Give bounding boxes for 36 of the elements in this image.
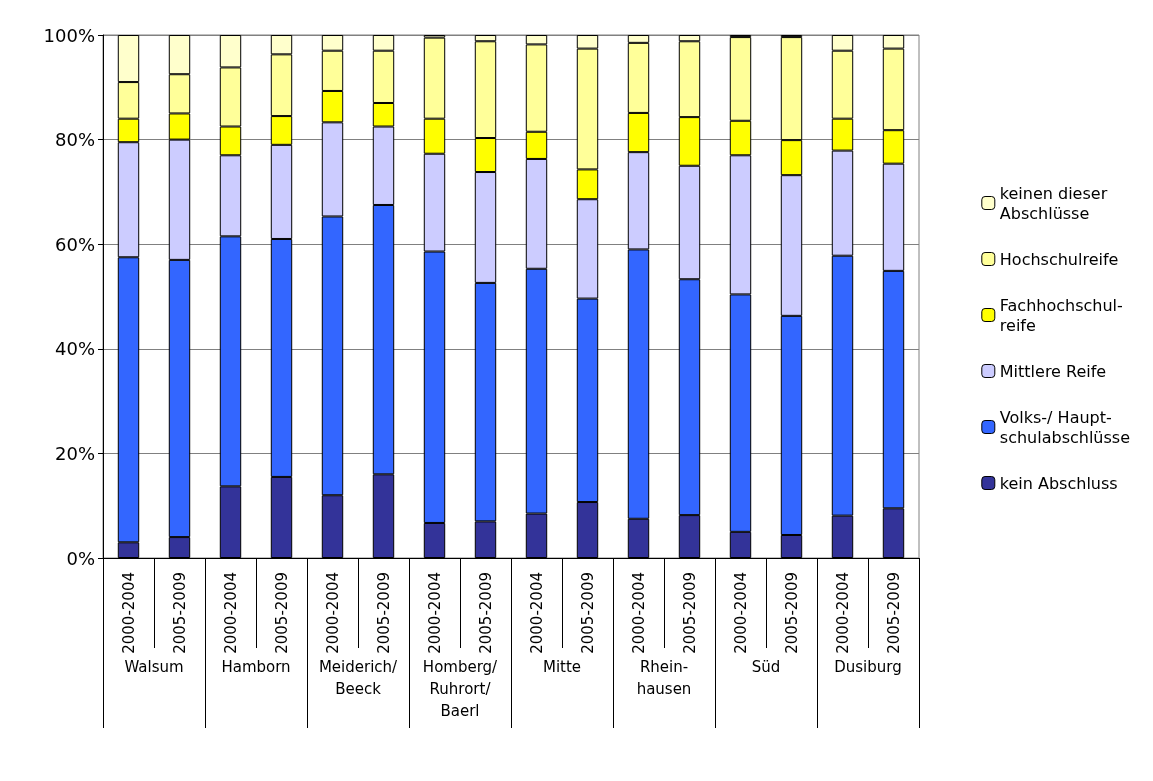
legend-label: kein Abschluss	[999, 473, 1118, 493]
x-tick-label: 2005-2009	[884, 572, 903, 654]
x-tick-label: 2005-2009	[680, 572, 699, 654]
x-tick-label: 2005-2009	[578, 572, 597, 654]
x-tick-label: 2000-2004	[221, 572, 240, 654]
text: Süd	[751, 658, 781, 676]
y-tick-label: 40%	[54, 338, 95, 360]
text: Rhein- hausen	[636, 658, 692, 698]
x-tick-label: 2005-2009	[170, 572, 189, 654]
x-tick-label: 2005-2009	[782, 572, 801, 654]
text: Mitte	[542, 658, 582, 676]
x-tick-label: 2005-2009	[374, 572, 393, 654]
x-tick-label: 2000-2004	[629, 572, 648, 654]
y-tick-label: 100%	[43, 24, 95, 46]
y-tick-label: 20%	[54, 442, 95, 464]
x-tick-label: 2000-2004	[731, 572, 750, 654]
legend-label: Volks-/ Haupt- schulabschlüsse	[999, 407, 1131, 447]
text: Hamborn	[221, 658, 291, 676]
legend-label: Hochschulreife	[999, 249, 1119, 269]
y-tick-label: 0%	[66, 547, 95, 569]
x-tick-label: 2000-2004	[323, 572, 342, 654]
legend-label: keinen dieser Abschlüsse	[999, 183, 1108, 223]
y-tick-label: 80%	[54, 129, 95, 151]
text: Dusiburg	[834, 658, 902, 676]
x-tick-label: 2005-2009	[476, 572, 495, 654]
text: Walsum	[124, 658, 184, 676]
y-tick-label: 60%	[54, 233, 95, 255]
text: Homberg/ Ruhrort/ Baerl	[422, 658, 499, 720]
x-tick-label: 2005-2009	[272, 572, 291, 654]
x-tick-label: 2000-2004	[425, 572, 444, 654]
x-tick-label: 2000-2004	[833, 572, 852, 654]
text: Meiderich/ Beeck	[318, 658, 399, 698]
legend-label: Mittlere Reife	[999, 361, 1107, 381]
legend-label: Fachhochschul- reife	[999, 295, 1123, 335]
x-tick-label: 2000-2004	[527, 572, 546, 654]
x-tick-label: 2000-2004	[119, 572, 138, 654]
